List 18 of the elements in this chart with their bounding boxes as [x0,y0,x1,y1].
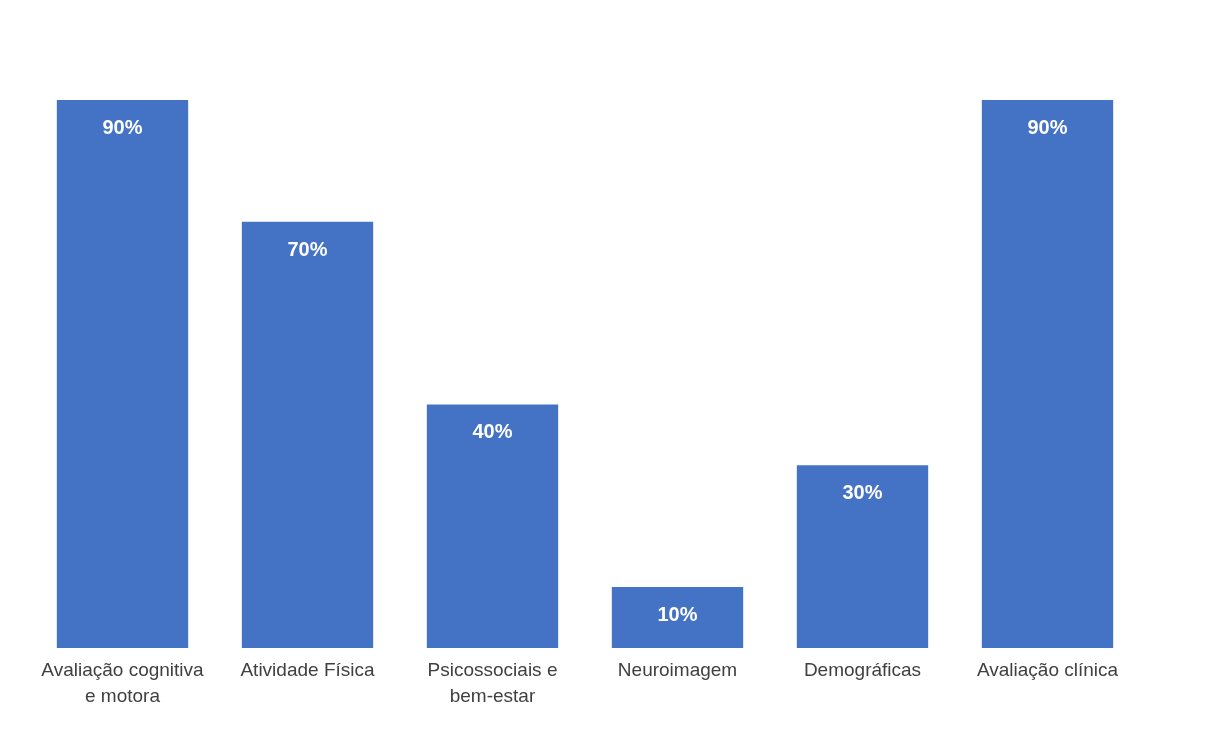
bar [796,465,929,648]
data-label: 40% [472,420,513,443]
bar [241,221,374,648]
bar [56,100,189,648]
data-label: 70% [287,237,328,260]
data-label: 30% [842,481,883,504]
x-tick-label: Atividade Física [240,658,375,680]
x-tick-label: Avaliação cognitiva e motora [41,658,205,706]
x-tick-label: Demográficas [803,658,922,680]
x-tick-label: Psicossociais e bem-estar [427,658,558,706]
bar [981,100,1114,648]
data-label: 10% [657,603,698,626]
bar [611,587,744,648]
x-tick-label: Avaliação clínica [976,658,1119,680]
x-tick-label: Neuroimagem [617,658,738,680]
data-label: 90% [102,116,143,138]
bar [426,404,559,648]
data-label: 90% [1027,116,1068,138]
